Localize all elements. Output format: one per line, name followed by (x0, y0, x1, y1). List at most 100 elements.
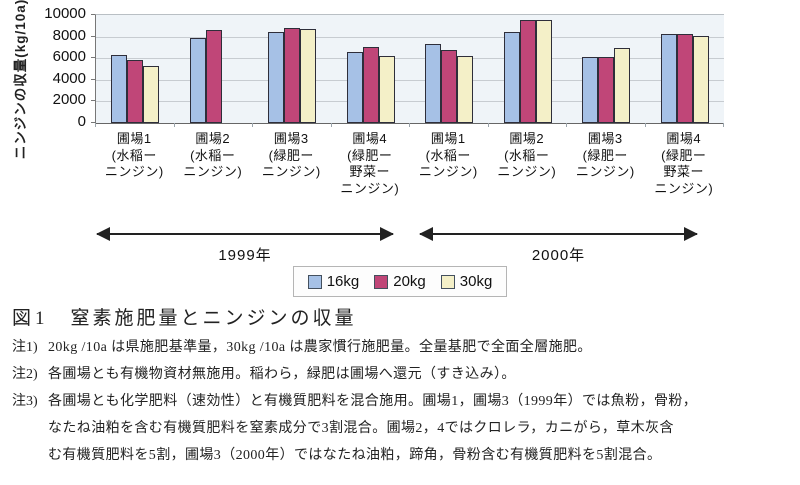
y-tick-label: 8000 (52, 26, 86, 44)
bar-16kg (268, 32, 285, 123)
x-tick-mark (409, 123, 410, 127)
x-tick-mark (487, 123, 489, 127)
x-axis-label-line: ニンジン) (575, 164, 635, 179)
x-axis-label-line: (緑肥ー (268, 147, 314, 163)
plot-area (95, 14, 724, 124)
x-axis-label-line: ニンジン) (340, 180, 400, 196)
figure-number: 図1 (12, 308, 49, 329)
bar-group-1 (111, 15, 160, 123)
y-tick-label: 10000 (44, 5, 86, 22)
x-axis-label-line: 野菜ー (349, 164, 390, 179)
bar-20kg (441, 49, 458, 123)
note-text: 各圃場とも有機物資材無施用。稲わら，緑肥は圃場へ還元（すき込み）。 (48, 361, 792, 388)
bar-16kg (111, 54, 128, 123)
bar-20kg (519, 20, 536, 123)
x-tick-mark (644, 123, 646, 127)
x-axis-label-line: ニンジン) (261, 164, 321, 179)
gridline (96, 36, 724, 38)
bar-16kg (503, 32, 520, 123)
x-axis-label-line: 圃場2 (195, 131, 231, 146)
bar-16kg (425, 44, 442, 123)
x-axis-label-line: (水稲ー (190, 147, 236, 163)
x-axis-label-line: 圃場3 (273, 131, 309, 146)
note-2: 注2) 各圃場とも有機物資材無施用。稲わら，緑肥は圃場へ還元（すき込み）。 (12, 361, 792, 388)
x-axis-label-line: (水稲ー (425, 147, 471, 163)
bar-group-4 (346, 15, 395, 123)
bar-20kg (598, 57, 615, 123)
bar-group-8 (660, 15, 709, 123)
gridline (96, 79, 724, 81)
legend-item-16kg: 16kg (307, 273, 359, 290)
bar-30kg (143, 65, 160, 123)
note-text: 各圃場とも化学肥料（速効性）と有機質肥料を混合施用。圃場1，圃場3（1999年）… (48, 388, 792, 469)
y-tick-mark (91, 122, 95, 123)
bar-30kg (457, 56, 474, 123)
x-axis-label-line: 野菜ー (663, 164, 704, 179)
note-1: 注1) 20kg /10a は県施肥基準量，30kg /10a は農家慣行施肥量。… (12, 334, 792, 361)
note-3: 注3) 各圃場とも化学肥料（速効性）と有機質肥料を混合施用。圃場1，圃場3（199… (12, 388, 792, 469)
x-axis-label-line: ニンジン) (654, 180, 714, 196)
y-tick-mark (91, 14, 95, 15)
x-axis-label-line: (緑肥ー (582, 147, 628, 163)
note-text: 20kg /10a は県施肥基準量，30kg /10a は農家慣行施肥量。全量基… (48, 334, 792, 361)
y-tick-label: 2000 (52, 91, 86, 109)
year-arrow-2000 (419, 227, 698, 241)
bar-group-5 (425, 15, 474, 123)
legend-label: 30kg (459, 273, 493, 290)
x-tick-mark (173, 123, 175, 127)
bar-group-7 (582, 15, 631, 123)
x-axis-label-line: 圃場4 (666, 131, 702, 146)
year-label-2000: 2000年 (531, 247, 586, 264)
bar-30kg (614, 48, 631, 123)
note-line: 各圃場とも化学肥料（速効性）と有機質肥料を混合施用。圃場1，圃場3（1999年）… (48, 394, 698, 409)
note-label: 注2) (12, 367, 38, 382)
y-tick-mark (91, 78, 95, 80)
x-axis-label-line: (緑肥ー (661, 147, 707, 163)
bar-30kg (378, 56, 395, 123)
legend-wrap: 16kg 20kg 30kg (0, 266, 800, 297)
x-axis-label-4: 圃場4 (緑肥ー 野菜ー ニンジン) (325, 131, 416, 197)
legend-swatch-16kg (307, 274, 322, 289)
y-axis-title: ニンジンの収量(kg/10a) (13, 0, 28, 160)
legend-item-20kg: 20kg (374, 273, 426, 290)
bar-20kg (127, 60, 144, 123)
year-arrow-1999 (96, 227, 394, 241)
x-axis-label-line: 圃場4 (352, 131, 388, 146)
x-axis-label-7: 圃場3 (緑肥ー ニンジン) (560, 131, 651, 181)
gridline (96, 58, 724, 60)
gridline (96, 101, 724, 103)
notes: 注1) 20kg /10a は県施肥基準量，30kg /10a は農家慣行施肥量。… (12, 334, 792, 469)
x-axis-label-line: ニンジン) (183, 164, 243, 179)
bar-30kg (300, 29, 317, 123)
x-axis-label-5: 圃場1 (水稲ー ニンジン) (403, 131, 494, 181)
x-tick-mark (566, 123, 567, 127)
legend-swatch-30kg (440, 274, 455, 289)
x-axis-label-6: 圃場2 (水稲ー ニンジン) (482, 131, 573, 181)
x-axis-label-line: ニンジン) (104, 164, 164, 179)
x-axis-label-line: ニンジン) (497, 164, 557, 179)
x-axis-label-3: 圃場3 (緑肥ー ニンジン) (246, 131, 337, 181)
y-tick-label: 4000 (52, 69, 86, 87)
y-tick-mark (91, 57, 95, 59)
bar-group-3 (268, 15, 317, 123)
y-tick-label: 6000 (52, 48, 86, 66)
legend-swatch-20kg (374, 274, 389, 289)
bar-group-6 (503, 15, 552, 123)
note-line: なたね油粕を含む有機質肥料を窒素成分で3割混合。圃場2，4ではクロレラ，カニがら… (48, 421, 674, 436)
x-axis-label-line: 圃場2 (509, 131, 545, 146)
bar-16kg (346, 51, 363, 123)
legend: 16kg 20kg 30kg (292, 266, 508, 297)
x-axis-label-8: 圃場4 (緑肥ー 野菜ー ニンジン) (639, 131, 730, 197)
bar-20kg (362, 47, 379, 123)
x-axis-label-1: 圃場1 (水稲ー ニンジン) (89, 131, 180, 181)
x-axis-label-line: 圃場3 (587, 131, 623, 146)
figure-title: 窒素施肥量とニンジンの収量 (70, 308, 357, 329)
bar-30kg (535, 20, 552, 123)
x-axis-label-2: 圃場2 (水稲ー ニンジン) (168, 131, 259, 181)
bar-20kg (676, 34, 693, 123)
bar-16kg (189, 37, 206, 123)
x-tick-mark (95, 123, 96, 127)
year-label-1999: 1999年 (218, 247, 272, 264)
y-tick-mark (91, 100, 95, 102)
